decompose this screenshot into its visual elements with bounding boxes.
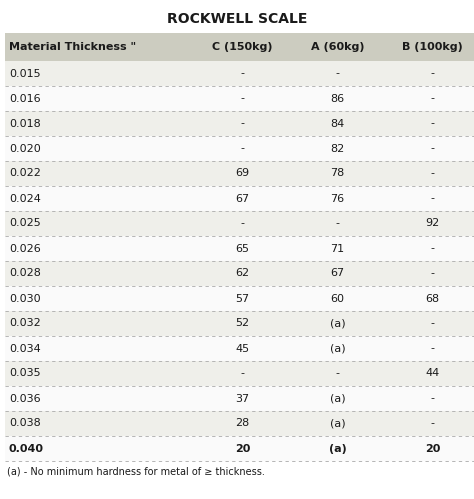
Bar (5, 161, 474, 186)
Text: Material Thickness ": Material Thickness " (9, 42, 136, 52)
Bar (5, 236, 474, 261)
Text: 0.035: 0.035 (9, 368, 41, 379)
Text: 92: 92 (425, 219, 439, 229)
Text: 0.028: 0.028 (9, 268, 41, 278)
Text: -: - (430, 419, 435, 429)
Text: (a): (a) (330, 318, 346, 328)
Text: 45: 45 (236, 343, 250, 353)
Text: 0.022: 0.022 (9, 169, 41, 179)
Text: 67: 67 (330, 268, 345, 278)
Bar (5, 336, 474, 361)
Text: -: - (430, 343, 435, 353)
Text: -: - (240, 118, 245, 129)
Text: 0.016: 0.016 (9, 93, 41, 103)
Text: -: - (430, 68, 435, 78)
Text: C (150kg): C (150kg) (212, 42, 273, 52)
Text: 86: 86 (330, 93, 345, 103)
Text: 57: 57 (236, 293, 250, 303)
Text: A (60kg): A (60kg) (311, 42, 364, 52)
Text: -: - (240, 144, 245, 154)
Text: 67: 67 (236, 194, 250, 204)
Text: 0.015: 0.015 (9, 68, 41, 78)
Text: 0.034: 0.034 (9, 343, 41, 353)
Text: 37: 37 (236, 394, 250, 404)
Text: -: - (430, 244, 435, 253)
Text: -: - (240, 93, 245, 103)
Bar (5, 136, 474, 161)
Text: -: - (430, 394, 435, 404)
Text: -: - (430, 93, 435, 103)
Bar (5, 111, 474, 136)
Text: B (100kg): B (100kg) (402, 42, 463, 52)
Bar (5, 386, 474, 411)
Text: -: - (430, 144, 435, 154)
Text: 0.026: 0.026 (9, 244, 41, 253)
Text: 60: 60 (330, 293, 345, 303)
Text: -: - (336, 368, 339, 379)
Text: 84: 84 (330, 118, 345, 129)
Bar (5, 86, 474, 111)
Text: ROCKWELL SCALE: ROCKWELL SCALE (167, 12, 307, 26)
Bar (5, 33, 474, 61)
Text: (a): (a) (330, 394, 346, 404)
Text: 65: 65 (236, 244, 249, 253)
Text: 44: 44 (425, 368, 439, 379)
Text: 62: 62 (236, 268, 250, 278)
Bar (5, 286, 474, 311)
Text: 0.024: 0.024 (9, 194, 41, 204)
Text: 68: 68 (426, 293, 439, 303)
Text: 52: 52 (236, 318, 250, 328)
Text: -: - (430, 118, 435, 129)
Text: -: - (430, 194, 435, 204)
Text: 20: 20 (425, 444, 440, 454)
Text: 76: 76 (330, 194, 345, 204)
Text: 28: 28 (236, 419, 250, 429)
Text: (a): (a) (328, 444, 346, 454)
Bar (5, 261, 474, 286)
Text: 0.036: 0.036 (9, 394, 41, 404)
Text: -: - (336, 68, 339, 78)
Text: -: - (430, 169, 435, 179)
Text: 0.020: 0.020 (9, 144, 41, 154)
Bar (5, 436, 474, 461)
Bar (5, 61, 474, 86)
Text: 69: 69 (236, 169, 250, 179)
Bar (5, 411, 474, 436)
Text: (a) - No minimum hardness for metal of ≥ thickness.: (a) - No minimum hardness for metal of ≥… (7, 467, 265, 477)
Text: 0.038: 0.038 (9, 419, 41, 429)
Text: (a): (a) (330, 343, 346, 353)
Bar (5, 211, 474, 236)
Bar (5, 186, 474, 211)
Text: -: - (240, 68, 245, 78)
Text: 0.032: 0.032 (9, 318, 41, 328)
Text: 0.040: 0.040 (9, 444, 44, 454)
Text: -: - (430, 268, 435, 278)
Text: -: - (336, 219, 339, 229)
Text: 82: 82 (330, 144, 345, 154)
Text: 0.025: 0.025 (9, 219, 41, 229)
Text: -: - (240, 368, 245, 379)
Text: -: - (240, 219, 245, 229)
Text: 0.030: 0.030 (9, 293, 41, 303)
Bar (5, 361, 474, 386)
Bar (5, 311, 474, 336)
Text: -: - (430, 318, 435, 328)
Text: 0.018: 0.018 (9, 118, 41, 129)
Text: 71: 71 (330, 244, 345, 253)
Text: 78: 78 (330, 169, 345, 179)
Text: (a): (a) (330, 419, 346, 429)
Text: 20: 20 (235, 444, 250, 454)
